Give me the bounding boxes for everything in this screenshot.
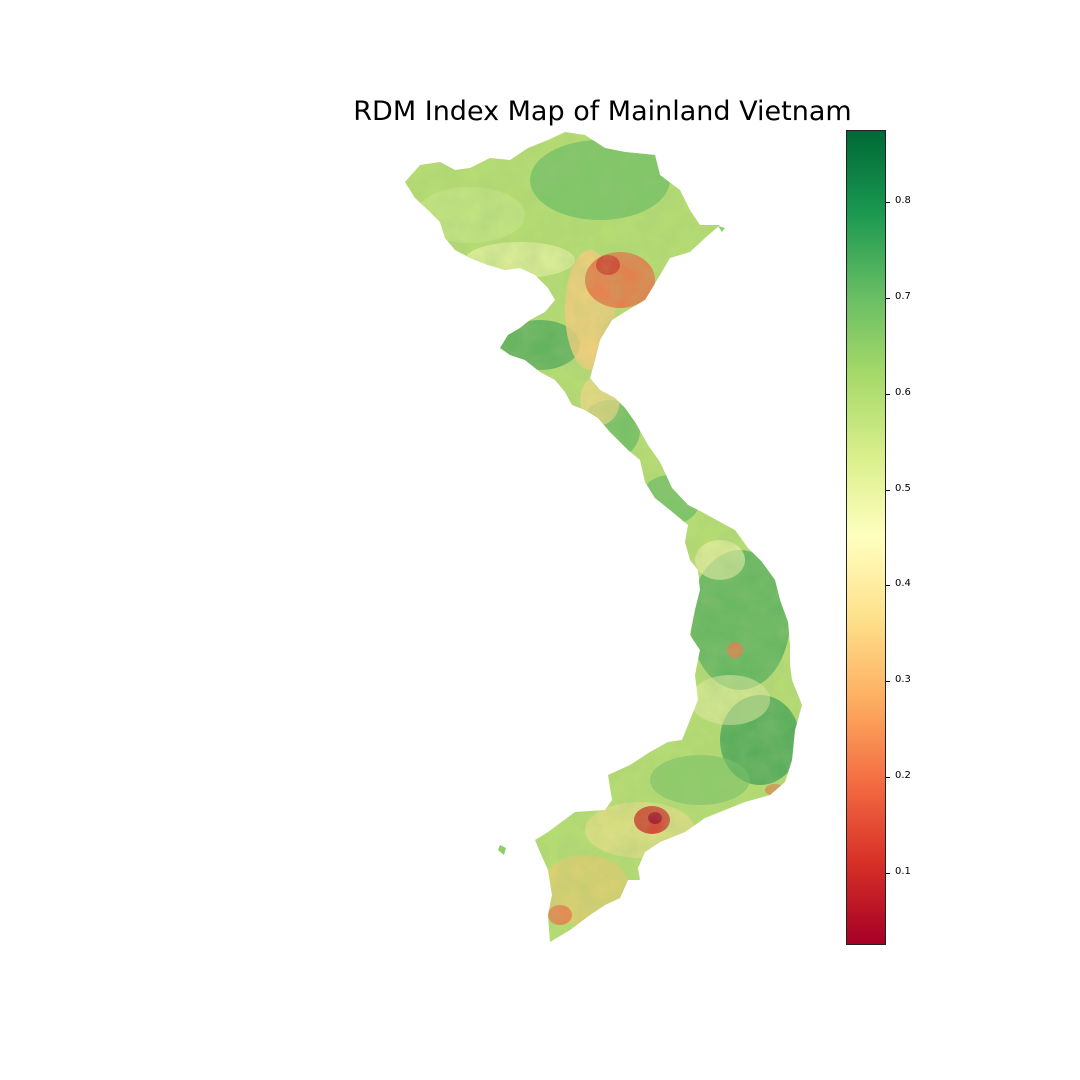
tick-label: 0.7	[895, 290, 911, 302]
tick-label: 0.3	[895, 674, 911, 686]
map-title: RDM Index Map of Mainland Vietnam	[353, 96, 852, 127]
colorbar-ticks: 0.1 0.2 0.3 0.4 0.5 0.6 0.7 0.8	[886, 130, 946, 945]
map-raster	[405, 132, 802, 942]
tick-mark	[886, 297, 890, 299]
colorbar	[846, 130, 886, 945]
tick-mark	[886, 681, 890, 683]
tick-mark	[886, 201, 890, 203]
tick-label: 0.5	[895, 482, 911, 494]
tick-mark	[886, 585, 890, 587]
tick-label: 0.1	[895, 866, 911, 878]
island	[498, 845, 506, 855]
tick-mark	[886, 393, 890, 395]
tick-label: 0.6	[895, 386, 911, 398]
tick-label: 0.4	[895, 578, 911, 590]
tick-label: 0.2	[895, 770, 911, 782]
island	[718, 226, 725, 232]
tick-mark	[886, 489, 890, 491]
tick-mark	[886, 777, 890, 779]
tick-mark	[886, 873, 890, 875]
tick-label: 0.8	[895, 194, 911, 206]
